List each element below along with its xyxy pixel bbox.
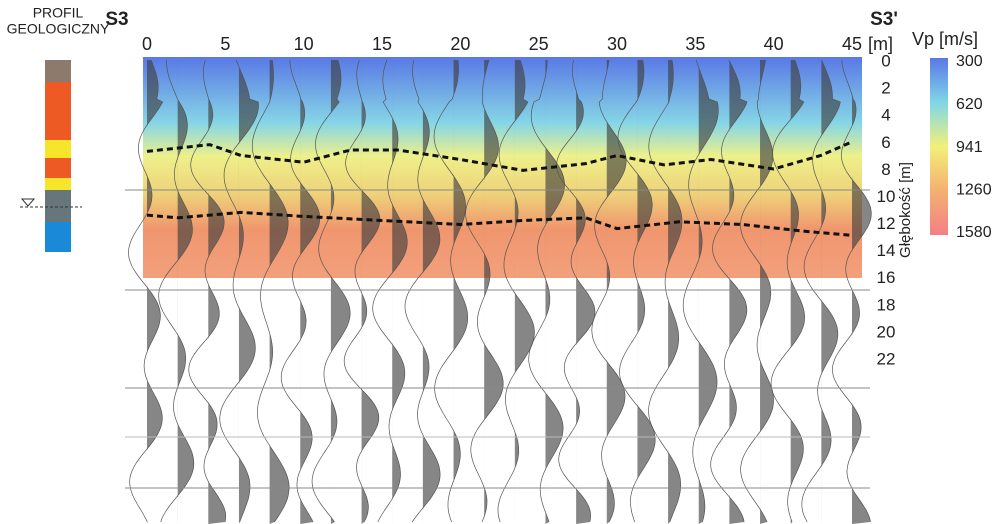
x-tick-label: 35 <box>685 34 705 54</box>
chart: PROFIL GEOLOGICZNY S3 S3' [m] Głębokość … <box>0 0 996 524</box>
y-tick-label: 16 <box>877 268 896 287</box>
x-tick-label: 25 <box>529 34 549 54</box>
colorbar-tick-label: 300 <box>956 53 983 70</box>
colorbar-tick-label: 620 <box>956 96 983 113</box>
profile-title: PROFIL <box>33 5 84 21</box>
y-tick-label: 22 <box>877 349 896 368</box>
y-tick-label: 12 <box>877 214 896 233</box>
y-tick-label: 18 <box>877 295 896 314</box>
y-tick-label: 14 <box>877 241 896 260</box>
start-label: S3 <box>105 9 128 30</box>
colorbar-tick-label: 1580 <box>956 224 992 241</box>
y-tick-label: 10 <box>877 187 896 206</box>
y-tick-label: 6 <box>881 133 890 152</box>
x-tick-label: 10 <box>294 34 314 54</box>
x-tick-label: 0 <box>142 34 152 54</box>
end-label: S3' <box>870 9 898 30</box>
x-tick-label: 20 <box>450 34 470 54</box>
colorbar <box>930 58 948 235</box>
x-tick-label: 30 <box>607 34 627 54</box>
geologic-profile <box>20 60 82 252</box>
colorbar-tick-label: 941 <box>956 139 983 156</box>
y-axis-title: Głębokość [m] <box>897 162 914 258</box>
y-tick-label: 20 <box>877 322 896 341</box>
y-tick-label: 0 <box>881 51 890 70</box>
x-tick-label: 45 <box>842 34 862 54</box>
x-tick-label: 40 <box>764 34 784 54</box>
x-tick-label: 15 <box>372 34 392 54</box>
y-tick-label: 8 <box>881 160 890 179</box>
profile-title: GEOLOGICZNY <box>7 21 110 37</box>
colorbar-title: Vp [m/s] <box>912 29 978 49</box>
x-tick-label: 5 <box>220 34 230 54</box>
y-tick-label: 2 <box>881 79 890 98</box>
colorbar-tick-label: 1260 <box>956 181 992 198</box>
y-tick-label: 4 <box>881 106 890 125</box>
